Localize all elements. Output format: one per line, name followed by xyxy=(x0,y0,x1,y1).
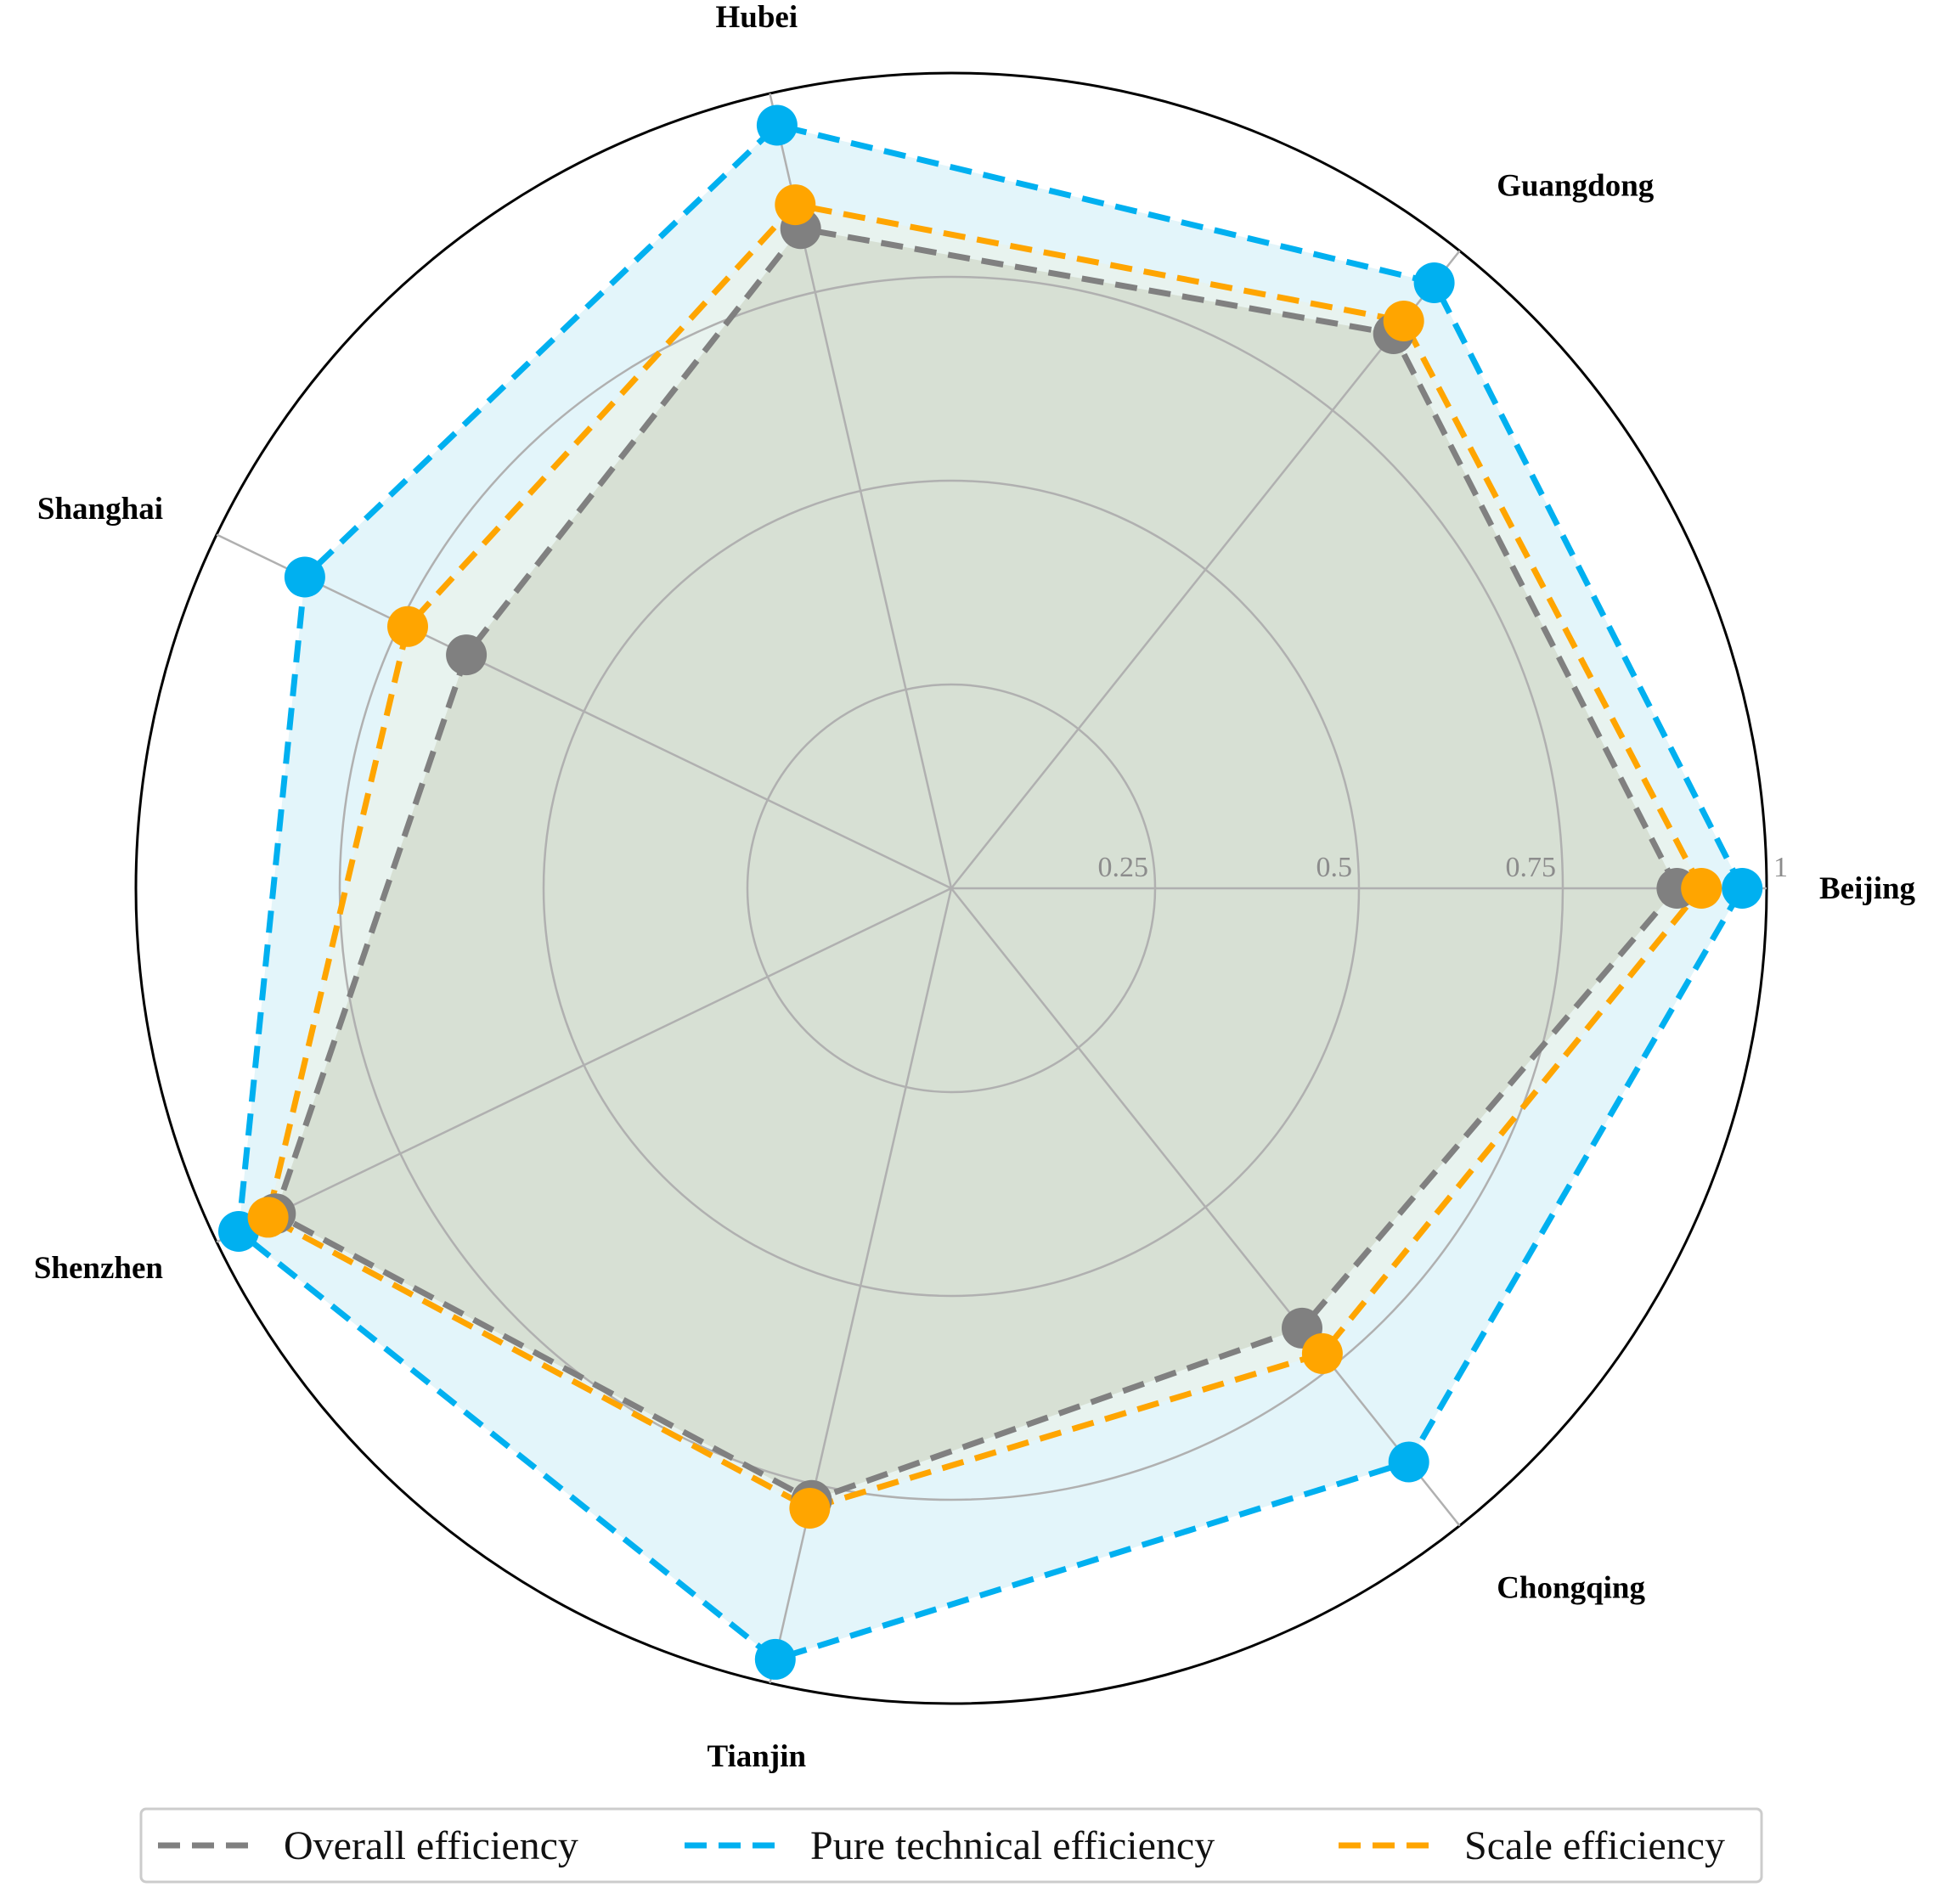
series-lines xyxy=(235,122,1745,1663)
spoke-line xyxy=(216,533,952,890)
series-line-0 xyxy=(272,225,1680,1504)
spoke-line xyxy=(216,887,952,1243)
series-line-2 xyxy=(265,201,1705,1512)
legend-label-2: Scale efficiency xyxy=(1464,1823,1725,1868)
data-point-2-5 xyxy=(789,1488,831,1529)
category-label-shanghai: Shanghai xyxy=(37,492,163,527)
data-point-2-3 xyxy=(387,606,428,647)
legend-box xyxy=(139,1807,1763,1884)
axis-labels: 0.25 0.5 0.75 1 Beijing Guangdong Hubei Shangha… xyxy=(34,0,1916,1774)
category-label-beijing: Beijing xyxy=(1819,871,1916,906)
category-label-tianjin: Tianjin xyxy=(708,1739,807,1774)
data-point-2-1 xyxy=(1383,301,1424,341)
spoke-line xyxy=(950,887,1461,1527)
data-point-0-3 xyxy=(446,634,488,676)
category-label-guangdong: Guangdong xyxy=(1497,169,1655,204)
radial-tick-label: 0.25 xyxy=(1098,852,1149,883)
data-point-1-0 xyxy=(1722,868,1763,909)
spoke-line xyxy=(950,250,1461,889)
data-point-2-0 xyxy=(1681,868,1722,909)
spoke-line xyxy=(769,887,953,1684)
data-point-1-5 xyxy=(754,1638,796,1680)
data-point-1-1 xyxy=(1413,262,1455,303)
data-point-2-2 xyxy=(775,184,816,226)
series-area-0 xyxy=(275,228,1677,1501)
radial-tick-label: 0.5 xyxy=(1316,852,1353,883)
series-fills xyxy=(239,125,1743,1659)
category-label-hubei: Hubei xyxy=(715,0,798,35)
radial-tick-label: 0.75 xyxy=(1506,852,1557,883)
radial-tick-label: 1 xyxy=(1773,852,1788,883)
legend-label-1: Pure technical efficiency xyxy=(810,1823,1215,1868)
series-points xyxy=(218,104,1763,1680)
category-label-shenzhen: Shenzhen xyxy=(34,1251,164,1286)
data-point-1-2 xyxy=(756,104,798,146)
radial-grid xyxy=(134,71,1768,1705)
data-point-2-6 xyxy=(1301,1332,1343,1374)
data-point-1-3 xyxy=(284,556,325,598)
legend: Overall efficiency Pure technical efficie… xyxy=(139,1807,1763,1884)
data-point-1-6 xyxy=(1388,1441,1429,1483)
legend-label-0: Overall efficiency xyxy=(284,1823,578,1868)
data-point-2-4 xyxy=(247,1197,289,1238)
series-line-1 xyxy=(235,122,1745,1663)
category-label-chongqing: Chongqing xyxy=(1497,1570,1645,1605)
